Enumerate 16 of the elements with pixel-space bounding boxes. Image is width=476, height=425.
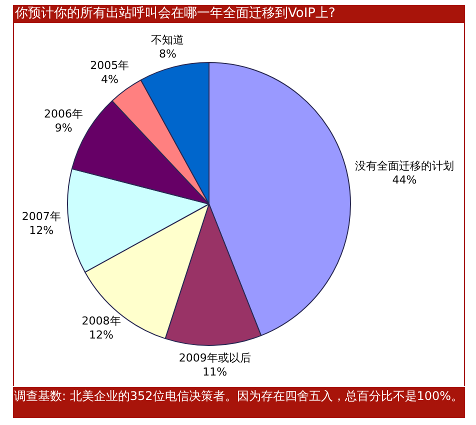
slice-label: 2006年 [44, 108, 84, 121]
text: 调查基数: 北美企业的352位电信决策者。因为存在四舍五入，总百分比不是100%。 [14, 389, 464, 403]
data-label: 11% [202, 365, 228, 378]
data-label: 12% [29, 224, 54, 238]
slice-label: 没有全面迁移的计划 [354, 160, 454, 173]
slice-label: 2009年或以后 [178, 351, 251, 364]
slice-label: 2008年 [82, 314, 121, 328]
chart-title: 你预计你的所有出站呼叫会在哪一年全面迁移到VoIP上? [15, 5, 336, 23]
slice-label: 2007年 [22, 210, 61, 224]
slice-label: 不知道 [151, 33, 184, 46]
slice-label: 2005年 [90, 59, 130, 72]
data-label: 4% [100, 73, 118, 86]
data-label: 8% [158, 47, 176, 60]
data-label: 44% [392, 174, 417, 187]
data-label: 9% [54, 122, 72, 135]
data-label: 12% [89, 328, 114, 342]
